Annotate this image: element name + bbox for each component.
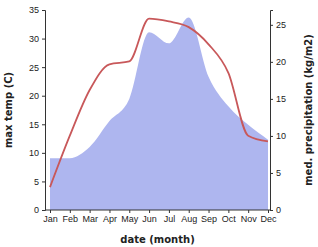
tick-mark — [50, 210, 51, 213]
tick-label: Oct — [222, 214, 237, 224]
chart: JanFebMarAprMayJunJulAugSepOctNovDec0510… — [0, 0, 318, 247]
tick: Oct — [222, 210, 237, 224]
tick-label: 10 — [29, 148, 39, 158]
x-axis-title: date (month) — [120, 234, 194, 245]
tick-label: Aug — [181, 214, 197, 224]
tick-mark — [209, 210, 210, 213]
tick-label: Jun — [142, 214, 157, 224]
tick: Feb — [63, 210, 79, 224]
tick-label: Apr — [103, 214, 117, 224]
tick-label: 25 — [29, 63, 39, 73]
tick-label: 20 — [276, 57, 286, 67]
tick: Dec — [260, 210, 277, 224]
tick: 20 — [270, 57, 286, 67]
tick-label: 35 — [29, 5, 39, 15]
precipitation-area — [50, 17, 268, 210]
axis-line — [42, 11, 46, 211]
tick-label: 15 — [29, 120, 39, 130]
tick-mark — [42, 67, 45, 68]
x-axis: Jan FebMar Apr MayJun Jul Aug Sep Oct NovDec — [43, 210, 277, 224]
tick: 0 — [270, 205, 281, 215]
tick-label: Jul — [164, 214, 176, 224]
tick-label: Jan — [43, 214, 58, 224]
axis-line — [271, 11, 274, 211]
tick-mark — [270, 210, 273, 211]
tick-mark — [42, 39, 45, 40]
tick: 20 — [29, 91, 45, 101]
tick-mark — [90, 210, 91, 213]
tick: Jan — [43, 210, 58, 224]
tick-mark — [270, 99, 273, 100]
tick: Jul — [164, 210, 176, 224]
tick-mark — [109, 210, 110, 213]
y2-axis: 0 5 10 15 20 25 — [270, 11, 286, 216]
tick-mark — [248, 210, 249, 213]
tick-mark — [42, 210, 45, 211]
tick-label: Nov — [241, 214, 258, 224]
tick: 25 — [270, 20, 286, 30]
tick: 30 — [29, 34, 45, 44]
tick-mark — [42, 124, 45, 125]
tick: 35 — [29, 5, 45, 15]
tick-mark — [189, 210, 190, 213]
tick: Aug — [181, 210, 197, 224]
tick: May — [121, 210, 139, 224]
tick: Sep — [201, 210, 217, 224]
tick: 25 — [29, 63, 45, 73]
tick: Apr — [103, 210, 117, 224]
tick-label: May — [121, 214, 139, 224]
tick-mark — [129, 210, 130, 213]
tick-label: 25 — [276, 20, 286, 30]
tick-mark — [70, 210, 71, 213]
tick-label: Dec — [260, 214, 277, 224]
tick-mark — [270, 136, 273, 137]
y2-axis-title: med. precipitation (kg/m2) — [303, 34, 314, 186]
tick: 10 — [29, 148, 45, 158]
tick: 15 — [270, 94, 286, 104]
tick-label: Mar — [82, 214, 98, 224]
tick: 5 — [270, 168, 281, 178]
tick-label: 0 — [34, 205, 39, 215]
y-axis-title: max temp (C) — [3, 72, 14, 148]
tick-mark — [268, 210, 269, 213]
temperature-line — [50, 19, 268, 188]
tick: Jun — [142, 210, 157, 224]
tick-label: 5 — [34, 177, 39, 187]
plot-area — [50, 17, 268, 210]
y-axis: 0 5 10 15 20 25 30 35 — [29, 5, 46, 215]
tick-label: 5 — [276, 168, 281, 178]
tick-mark — [228, 210, 229, 213]
tick-label: 0 — [276, 205, 281, 215]
tick: 10 — [270, 131, 286, 141]
tick-mark — [270, 173, 273, 174]
tick-mark — [169, 210, 170, 213]
tick-label: 10 — [276, 131, 286, 141]
tick: 0 — [34, 205, 45, 215]
tick: 5 — [34, 177, 45, 187]
tick-label: Feb — [63, 214, 79, 224]
tick-mark — [42, 153, 45, 154]
tick-label: 30 — [29, 34, 39, 44]
tick-label: Sep — [201, 214, 217, 224]
tick: 15 — [29, 120, 45, 130]
axis-line — [45, 210, 270, 211]
tick: Mar — [82, 210, 98, 224]
tick-mark — [270, 62, 273, 63]
tick: Nov — [241, 210, 258, 224]
tick-label: 20 — [29, 91, 39, 101]
tick-mark — [42, 181, 45, 182]
tick-label: 15 — [276, 94, 286, 104]
tick-mark — [149, 210, 150, 213]
tick-mark — [42, 10, 45, 11]
tick-mark — [270, 25, 273, 26]
tick-mark — [42, 96, 45, 97]
